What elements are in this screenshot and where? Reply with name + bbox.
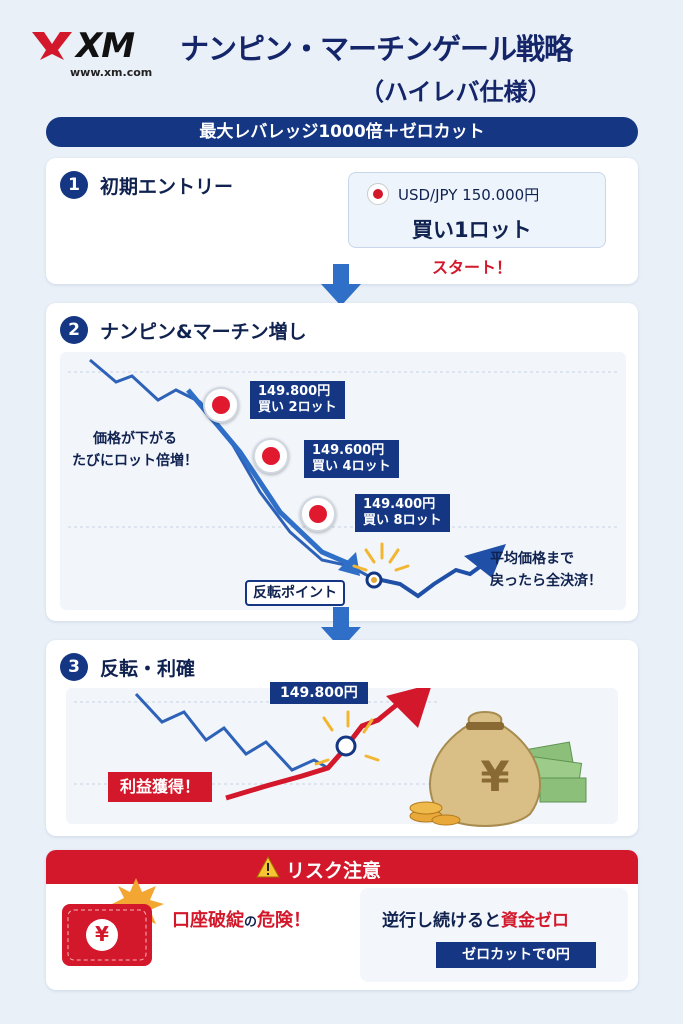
burst-icon xyxy=(314,710,380,766)
buy-marker-icon xyxy=(300,496,336,532)
counter-trend-text: 逆行し続けると xyxy=(382,911,501,931)
leverage-banner: 最大レバレッジ1000倍＋ゼロカット xyxy=(46,117,638,147)
reversal-label: 反転ポイント xyxy=(245,580,345,606)
zero-cut-badge: ゼロカットで0円 xyxy=(436,942,596,968)
profit-line xyxy=(225,700,402,801)
capital-zero-warning: 逆行し続けると資金ゼロ xyxy=(382,906,569,931)
risk-title: リスク注意 xyxy=(286,860,382,882)
buy-label-3: 149.400円 買い 8ロット xyxy=(355,494,450,532)
logo-text: XM xyxy=(76,26,135,66)
ruin-danger: 危険！ xyxy=(257,910,312,931)
step1-number: 1 xyxy=(60,171,88,199)
exit-note-line2: 戻ったら全決済！ xyxy=(490,573,602,589)
profit-arrow-head xyxy=(386,688,431,728)
lot-double-note-line2: たびにロット倍増！ xyxy=(72,453,198,469)
lot-double-note-line1: 価格が下がる xyxy=(93,431,177,447)
step2-number: 2 xyxy=(60,316,88,344)
buy-3-price: 149.400円 xyxy=(363,497,436,512)
buy-1-lot: 買い 2ロット xyxy=(258,400,337,415)
buy-2-price: 149.600円 xyxy=(312,443,385,458)
logo-url: www.xm.com xyxy=(70,66,153,79)
rebound-line xyxy=(371,550,502,599)
risk-header xyxy=(46,850,638,884)
down-arrow-icon xyxy=(321,264,361,306)
profit-label: 利益獲得！ xyxy=(108,772,213,802)
buy-2-lot: 買い 4ロット xyxy=(312,459,391,474)
buy-marker-icon xyxy=(253,438,289,474)
buy-3-lot: 買い 8ロット xyxy=(363,513,442,528)
exit-note-line1: 平均価格まで xyxy=(490,551,574,567)
drop-arrow-head xyxy=(338,552,360,576)
buy-label-2: 149.600円 買い 4ロット xyxy=(304,440,399,478)
step2-title: ナンピン&マーチン増し xyxy=(100,321,307,343)
down-arrow-icon xyxy=(321,607,361,649)
exit-note: 平均価格まで 戻ったら全決済！ xyxy=(490,548,602,592)
step2-price-chart xyxy=(68,358,618,599)
rebound-arrow-head xyxy=(464,544,506,578)
wallet-yen: ¥ xyxy=(95,922,109,946)
money-bag-yen: ¥ xyxy=(480,752,510,801)
start-label: スタート！ xyxy=(432,258,513,277)
wallet-icon xyxy=(62,878,164,966)
ruin-particle: の xyxy=(244,915,258,930)
step1-title: 初期エントリー xyxy=(100,176,234,198)
buy-1-price: 149.800円 xyxy=(258,384,331,399)
account-ruin-warning: 口座破綻の危険！ xyxy=(172,906,311,932)
reversal-point xyxy=(335,735,357,757)
xm-logo: XM www.xm.com xyxy=(30,26,170,82)
price-line xyxy=(134,692,329,772)
entry-order: 買い1ロット xyxy=(412,218,532,242)
capital-zero-text: 資金ゼロ xyxy=(501,911,569,931)
ruin-word: 口座破綻 xyxy=(172,910,244,931)
buy-marker-icon xyxy=(203,387,239,423)
burst-icon xyxy=(352,542,410,572)
page-title: ナンピン・マーチンゲール戦略 xyxy=(180,32,573,66)
step3-number: 3 xyxy=(60,653,88,681)
japan-flag-icon xyxy=(367,183,389,205)
warning-icon xyxy=(256,855,280,878)
lot-double-note: 価格が下がる たびにロット倍増！ xyxy=(72,428,198,472)
entry-pair-price: USD/JPY 150.000円 xyxy=(398,186,540,204)
buy-label-1: 149.800円 買い 2ロット xyxy=(250,381,345,419)
money-bag-icon xyxy=(409,711,587,827)
step3-price-chart xyxy=(74,688,438,801)
step3-title: 反転・利確 xyxy=(100,658,196,680)
entry-box xyxy=(348,172,606,248)
drop-arrow-line xyxy=(186,388,351,567)
page-subtitle: （ハイレバ仕様） xyxy=(360,78,552,106)
step3-price-label: 149.800円 xyxy=(270,682,368,704)
xm-logo-mark-icon xyxy=(32,32,72,60)
